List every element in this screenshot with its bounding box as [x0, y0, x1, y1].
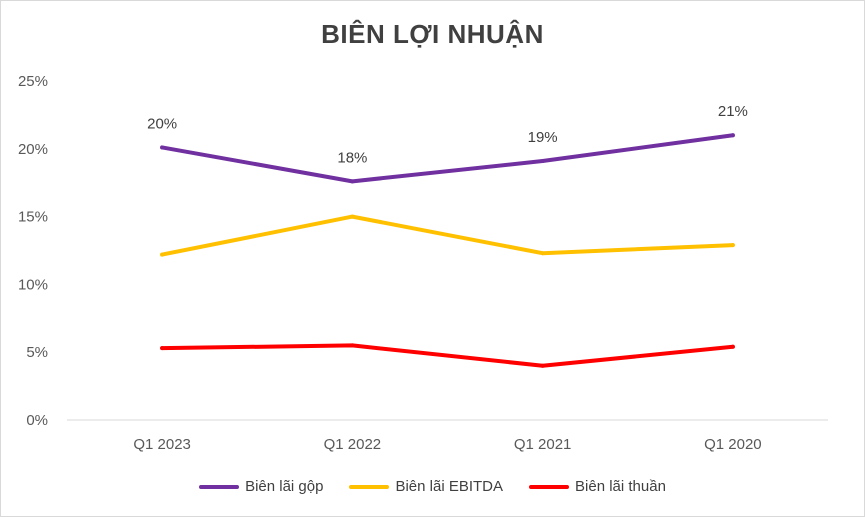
- legend-swatch: [529, 484, 570, 489]
- data-point: [730, 133, 735, 138]
- series-line-2: [160, 214, 735, 257]
- legend-item: Biên lãi gộp: [199, 478, 323, 495]
- data-point: [160, 346, 165, 351]
- data-label: 21%: [718, 103, 748, 120]
- x-tick-label: Q1 2020: [704, 436, 762, 453]
- legend: Biên lãi gộp Biên lãi EBITDA Biên lãi thuầ…: [1, 478, 864, 495]
- y-tick-label: 10%: [18, 276, 48, 293]
- y-tick-label: 5%: [26, 344, 48, 361]
- series-line-1: [160, 133, 735, 184]
- data-point: [350, 214, 355, 219]
- y-tick-label: 20%: [18, 141, 48, 158]
- legend-item: Biên lãi EBITDA: [349, 478, 503, 495]
- data-label: 18%: [337, 149, 367, 166]
- data-label: 19%: [528, 129, 558, 146]
- legend-swatch: [349, 484, 390, 489]
- data-label: 20%: [147, 115, 177, 132]
- series-line-3: [160, 343, 735, 368]
- legend-swatch: [199, 484, 240, 489]
- legend-label: Biên lãi EBITDA: [395, 478, 504, 495]
- legend-item: Biên lãi thuần: [529, 478, 666, 495]
- legend-label: Biên lãi thuần: [575, 478, 666, 495]
- data-point: [540, 363, 545, 368]
- y-tick-label: 0%: [26, 412, 48, 429]
- data-point: [350, 343, 355, 348]
- x-tick-label: Q1 2021: [514, 436, 572, 453]
- plot-area: 0% 5% 10% 15% 20% 25% Q1 2023 Q1 2022 Q1 2021 Q1 …: [18, 73, 828, 453]
- y-tick-label: 25%: [18, 73, 48, 90]
- legend-label: Biên lãi gộp: [245, 478, 324, 495]
- chart-title: BIÊN LỢI NHUẬN: [321, 19, 544, 49]
- data-point: [540, 159, 545, 164]
- y-tick-label: 15%: [18, 209, 48, 226]
- x-tick-label: Q1 2022: [324, 436, 382, 453]
- x-tick-label: Q1 2023: [133, 436, 191, 453]
- data-point: [350, 179, 355, 184]
- data-point: [730, 344, 735, 349]
- data-point: [160, 252, 165, 257]
- data-point: [730, 243, 735, 248]
- data-point: [540, 251, 545, 256]
- data-point: [160, 145, 165, 150]
